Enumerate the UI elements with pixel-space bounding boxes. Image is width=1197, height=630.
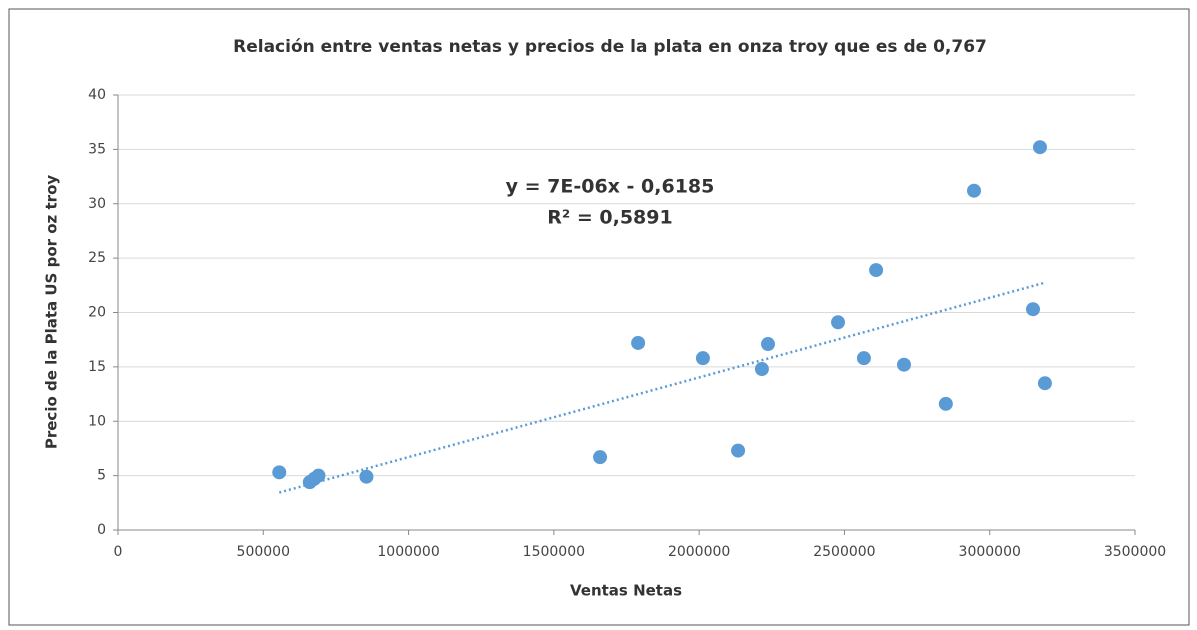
- scatter-point: [272, 465, 287, 480]
- y-tick-label: 30: [88, 196, 106, 212]
- scatter-point: [831, 315, 846, 330]
- chart-border: [8, 8, 1190, 626]
- y-tick-label: 10: [88, 413, 106, 429]
- scatter-point: [731, 443, 746, 458]
- x-tick-label: 2000000: [668, 544, 730, 560]
- x-tick-label: 1500000: [523, 544, 585, 560]
- trendline: [278, 281, 1046, 494]
- scatter-point: [896, 357, 911, 372]
- x-tick-label: 3000000: [959, 544, 1021, 560]
- scatter-point: [761, 337, 776, 352]
- chart-title: Relación entre ventas netas y precios de…: [233, 37, 987, 57]
- scatter-point: [695, 351, 710, 366]
- x-tick-label: 1000000: [377, 544, 439, 560]
- x-axis-label: Ventas Netas: [570, 582, 682, 600]
- scatter-point: [1026, 302, 1041, 317]
- trendline-equation: y = 7E-06x - 0,6185: [506, 176, 715, 198]
- scatter-point: [631, 335, 646, 350]
- scatter-point: [869, 263, 884, 278]
- y-tick-label: 40: [88, 87, 106, 103]
- y-tick-label: 25: [88, 250, 106, 266]
- y-tick-label: 5: [97, 468, 106, 484]
- y-axis-label: Precio de la Plata US por oz troy: [43, 175, 61, 450]
- x-tick-label: 0: [114, 544, 123, 560]
- scatter-point: [311, 468, 326, 483]
- y-tick-label: 20: [88, 305, 106, 321]
- scatter-point: [856, 351, 871, 366]
- scatter-point: [593, 450, 608, 465]
- scatter-point: [967, 183, 982, 198]
- y-tick-label: 35: [88, 141, 106, 157]
- scatter-point: [1032, 140, 1047, 155]
- x-tick-label: 3500000: [1104, 544, 1166, 560]
- scatter-point: [754, 362, 769, 377]
- x-tick-label: 2500000: [813, 544, 875, 560]
- y-tick-label: 0: [97, 522, 106, 538]
- scatter-point: [359, 469, 374, 484]
- scatter-point: [1037, 376, 1052, 391]
- scatter-point: [938, 396, 953, 411]
- x-tick-label: 500000: [237, 544, 290, 560]
- y-tick-label: 15: [88, 359, 106, 375]
- trendline-r2: R² = 0,5891: [547, 207, 672, 229]
